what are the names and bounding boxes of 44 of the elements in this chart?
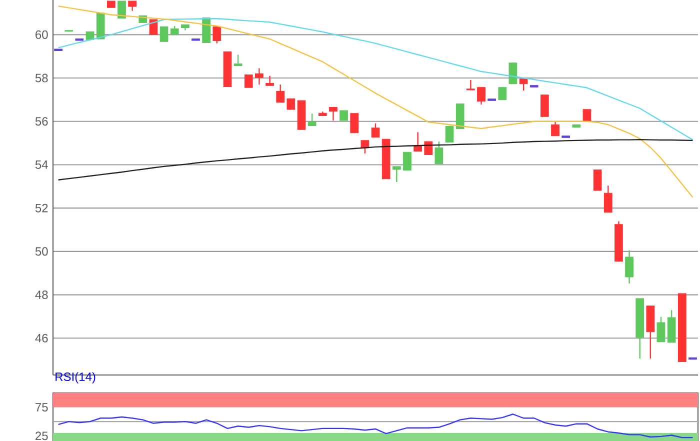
candlestick <box>551 120 560 136</box>
y-tick-label: 58 <box>35 74 48 82</box>
chart-title: RSI(14) <box>56 372 96 384</box>
candlestick <box>160 26 168 42</box>
candlestick <box>519 78 528 92</box>
y-tick-label: 56 <box>35 117 48 126</box>
candlestick <box>266 75 274 86</box>
y-tick-label: 25 <box>36 432 48 440</box>
candlestick <box>371 122 380 138</box>
candlestick <box>286 98 296 110</box>
y-tick-label: 75 <box>36 403 48 412</box>
candlestick <box>540 94 549 118</box>
y-tick-label: 54 <box>35 160 48 169</box>
candlestick <box>276 84 285 103</box>
candlestick <box>593 169 602 191</box>
candlestick <box>403 152 412 171</box>
candlestick <box>466 79 475 91</box>
candlestick <box>604 184 612 214</box>
candlestick <box>656 316 666 342</box>
candlestick <box>234 54 242 66</box>
y-tick-label: 50 <box>35 247 48 256</box>
candlestick <box>340 110 348 122</box>
candlestick <box>308 112 316 126</box>
y-tick-label: 48 <box>35 290 48 300</box>
y-tick-label: 60 <box>36 30 48 39</box>
candlestick <box>128 0 136 12</box>
candlestick <box>212 26 222 44</box>
candlestick <box>445 126 454 143</box>
candlestick <box>118 0 126 20</box>
candlestick <box>392 166 401 183</box>
candlestick <box>477 86 486 106</box>
candlestick <box>498 86 507 101</box>
candlestick <box>350 112 359 134</box>
candlestick <box>434 140 444 164</box>
candlestick <box>149 18 158 36</box>
candlestick <box>255 68 264 86</box>
candlestick <box>625 250 634 284</box>
candlestick <box>508 62 518 84</box>
candlestick <box>329 106 338 122</box>
candlestick <box>360 140 370 154</box>
candlestick <box>424 140 433 156</box>
y-tick-label: 52 <box>35 204 48 212</box>
candlestick <box>244 74 253 88</box>
y-tick-label: 46 <box>35 334 48 342</box>
